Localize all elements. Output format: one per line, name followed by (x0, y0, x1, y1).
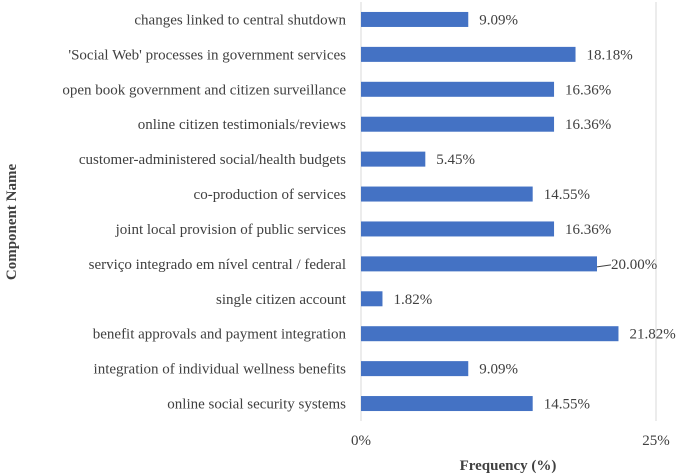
category-label: online citizen testimonials/reviews (138, 117, 346, 133)
value-label: 9.09% (479, 362, 518, 378)
category-label: integration of individual wellness benef… (94, 362, 347, 378)
bar (361, 186, 533, 202)
value-label: 1.82% (393, 292, 432, 308)
category-label: benefit approvals and payment integratio… (93, 327, 347, 343)
x-tick-label: 0% (351, 433, 371, 449)
category-label: single citizen account (216, 292, 347, 308)
bar (361, 81, 555, 97)
bar (361, 326, 619, 342)
value-labels: 9.09% 18.18% 16.36% 16.36% 5.45% 14.55% 16.36%… (393, 12, 675, 412)
x-tick-labels: 0% 25% (351, 433, 670, 449)
category-label: serviço integrado em nível central / fed… (89, 257, 346, 273)
value-label: 18.18% (587, 47, 633, 63)
x-axis-title: Frequency (%) (460, 458, 557, 474)
value-label: 20.00% (611, 257, 657, 273)
bar (361, 46, 576, 62)
value-label: 5.45% (436, 152, 475, 168)
value-label: 16.36% (565, 222, 611, 238)
bar (361, 361, 469, 377)
bar (361, 11, 469, 27)
bar (361, 396, 533, 412)
bars (361, 11, 619, 412)
category-label: co-production of services (194, 187, 347, 203)
y-axis-title: Component Name (4, 164, 20, 281)
value-label: 14.55% (544, 397, 590, 413)
bar (361, 256, 597, 272)
category-label: joint local provision of public services (115, 222, 347, 238)
value-label: 21.82% (629, 327, 675, 343)
category-labels: changes linked to central shutdown 'Socia… (62, 12, 346, 412)
value-label: 16.36% (565, 117, 611, 133)
bar (361, 116, 555, 132)
leader-line (596, 264, 612, 268)
x-tick-label: 25% (642, 433, 670, 449)
value-label: 9.09% (479, 12, 518, 28)
category-label: online social security systems (167, 397, 346, 413)
value-label: 16.36% (565, 82, 611, 98)
bar (361, 151, 426, 167)
category-label: 'Social Web' processes in government ser… (68, 47, 346, 63)
gridlines (360, 2, 657, 421)
bar (361, 291, 383, 307)
value-label: 14.55% (544, 187, 590, 203)
category-label: customer-administered social/health budg… (79, 152, 346, 168)
category-label: open book government and citizen surveil… (62, 82, 346, 98)
bar (361, 221, 555, 237)
category-label: changes linked to central shutdown (134, 12, 346, 28)
